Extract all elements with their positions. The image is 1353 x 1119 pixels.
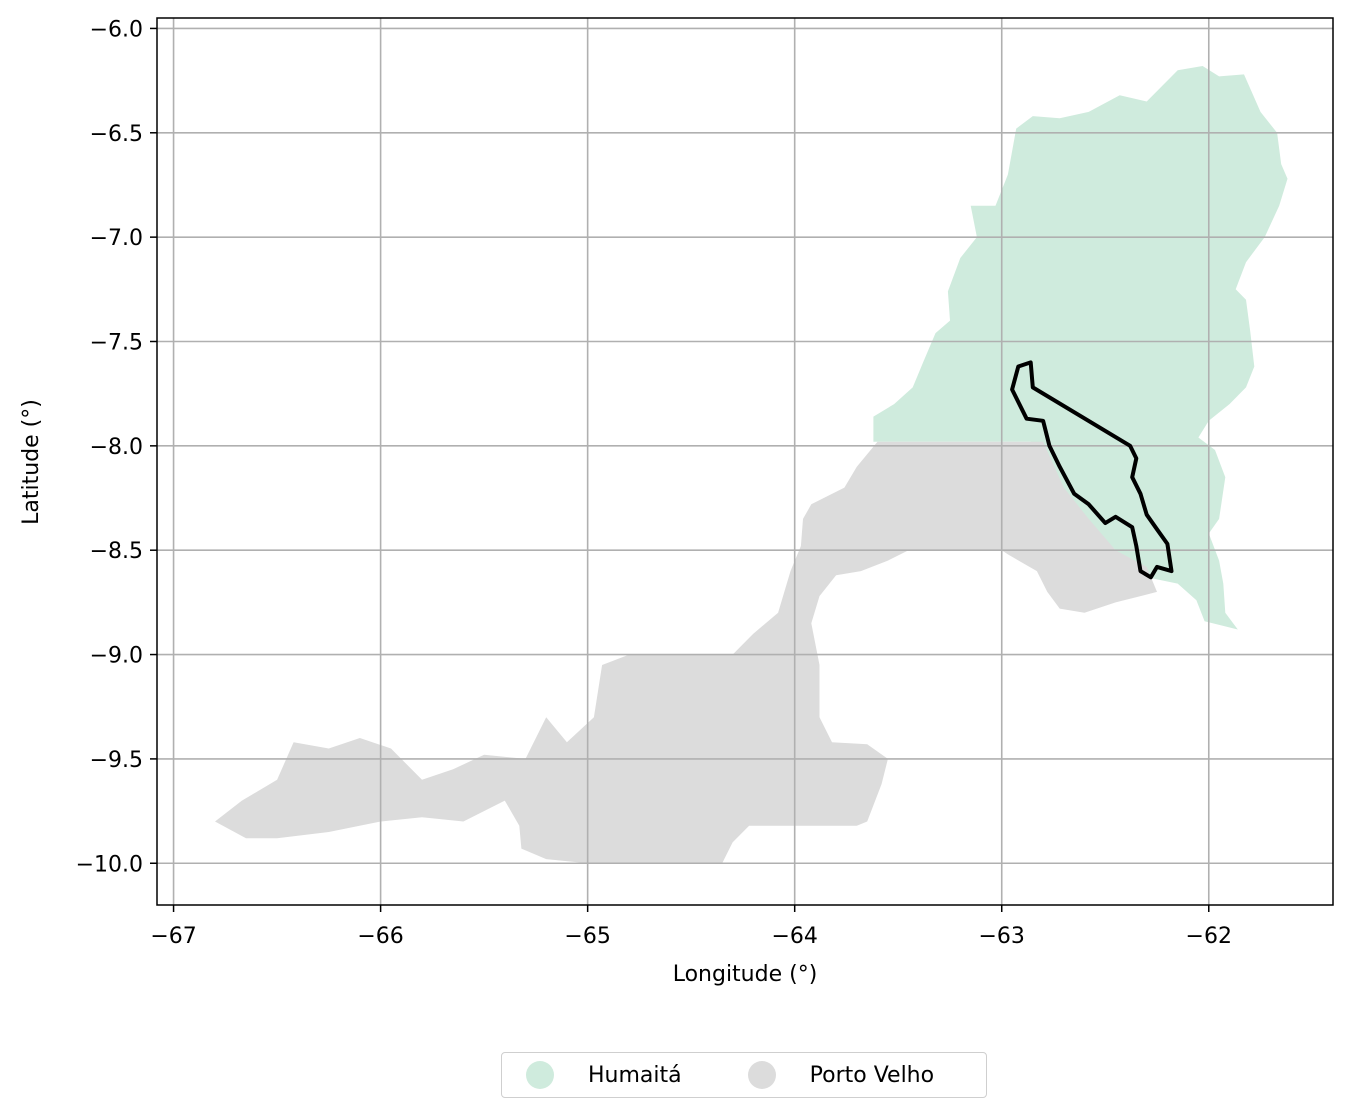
plot-frame — [156, 17, 1334, 906]
x-axis-title: Longitude (°) — [673, 962, 818, 987]
boundary-layer — [1010, 360, 1174, 580]
y-tick-label: −9.0 — [90, 644, 143, 669]
y-tick-label: −7.0 — [90, 226, 143, 251]
y-tick-label: −7.5 — [90, 330, 143, 355]
highlighted-boundary — [1010, 360, 1174, 580]
x-tick-label: −66 — [357, 924, 403, 949]
y-tick-label: −8.0 — [90, 435, 143, 460]
y-tick-label: −6.0 — [90, 17, 143, 42]
y-tick-label: −10.0 — [76, 852, 143, 877]
legend-swatch-humaita — [526, 1061, 554, 1089]
legend-item-humaita: Humaitá — [526, 1061, 682, 1089]
legend: Humaitá Porto Velho — [501, 1052, 987, 1098]
x-tick-label: −64 — [771, 924, 817, 949]
x-tick-label: −65 — [564, 924, 610, 949]
map-figure: −67 −66 −65 −64 −63 −62 −6.0 −6.5 −7.0 −7.5 −8.0 −8… — [19, 17, 1334, 987]
regions-layer — [215, 66, 1288, 864]
legend-swatch-porto-velho — [747, 1061, 776, 1089]
y-tick-label: −8.5 — [90, 539, 143, 564]
y-tick-label: −6.5 — [90, 122, 143, 147]
y-axis-title: Latitude (°) — [19, 399, 44, 525]
legend-item-porto-velho: Porto Velho — [747, 1061, 935, 1089]
y-tick-label: −9.5 — [90, 748, 143, 773]
legend-label-porto-velho: Porto Velho — [809, 1062, 935, 1088]
region-porto-velho — [215, 441, 1157, 864]
region-humaita — [873, 66, 1288, 630]
x-tick-label: −63 — [979, 924, 1025, 949]
x-tick-label: −67 — [150, 924, 196, 949]
ticks-layer: −67 −66 −65 −64 −63 −62 −6.0 −6.5 −7.0 −7.5 −8.0 −8… — [76, 17, 1232, 949]
x-tick-label: −62 — [1186, 924, 1232, 949]
legend-label-humaita: Humaitá — [588, 1062, 682, 1088]
